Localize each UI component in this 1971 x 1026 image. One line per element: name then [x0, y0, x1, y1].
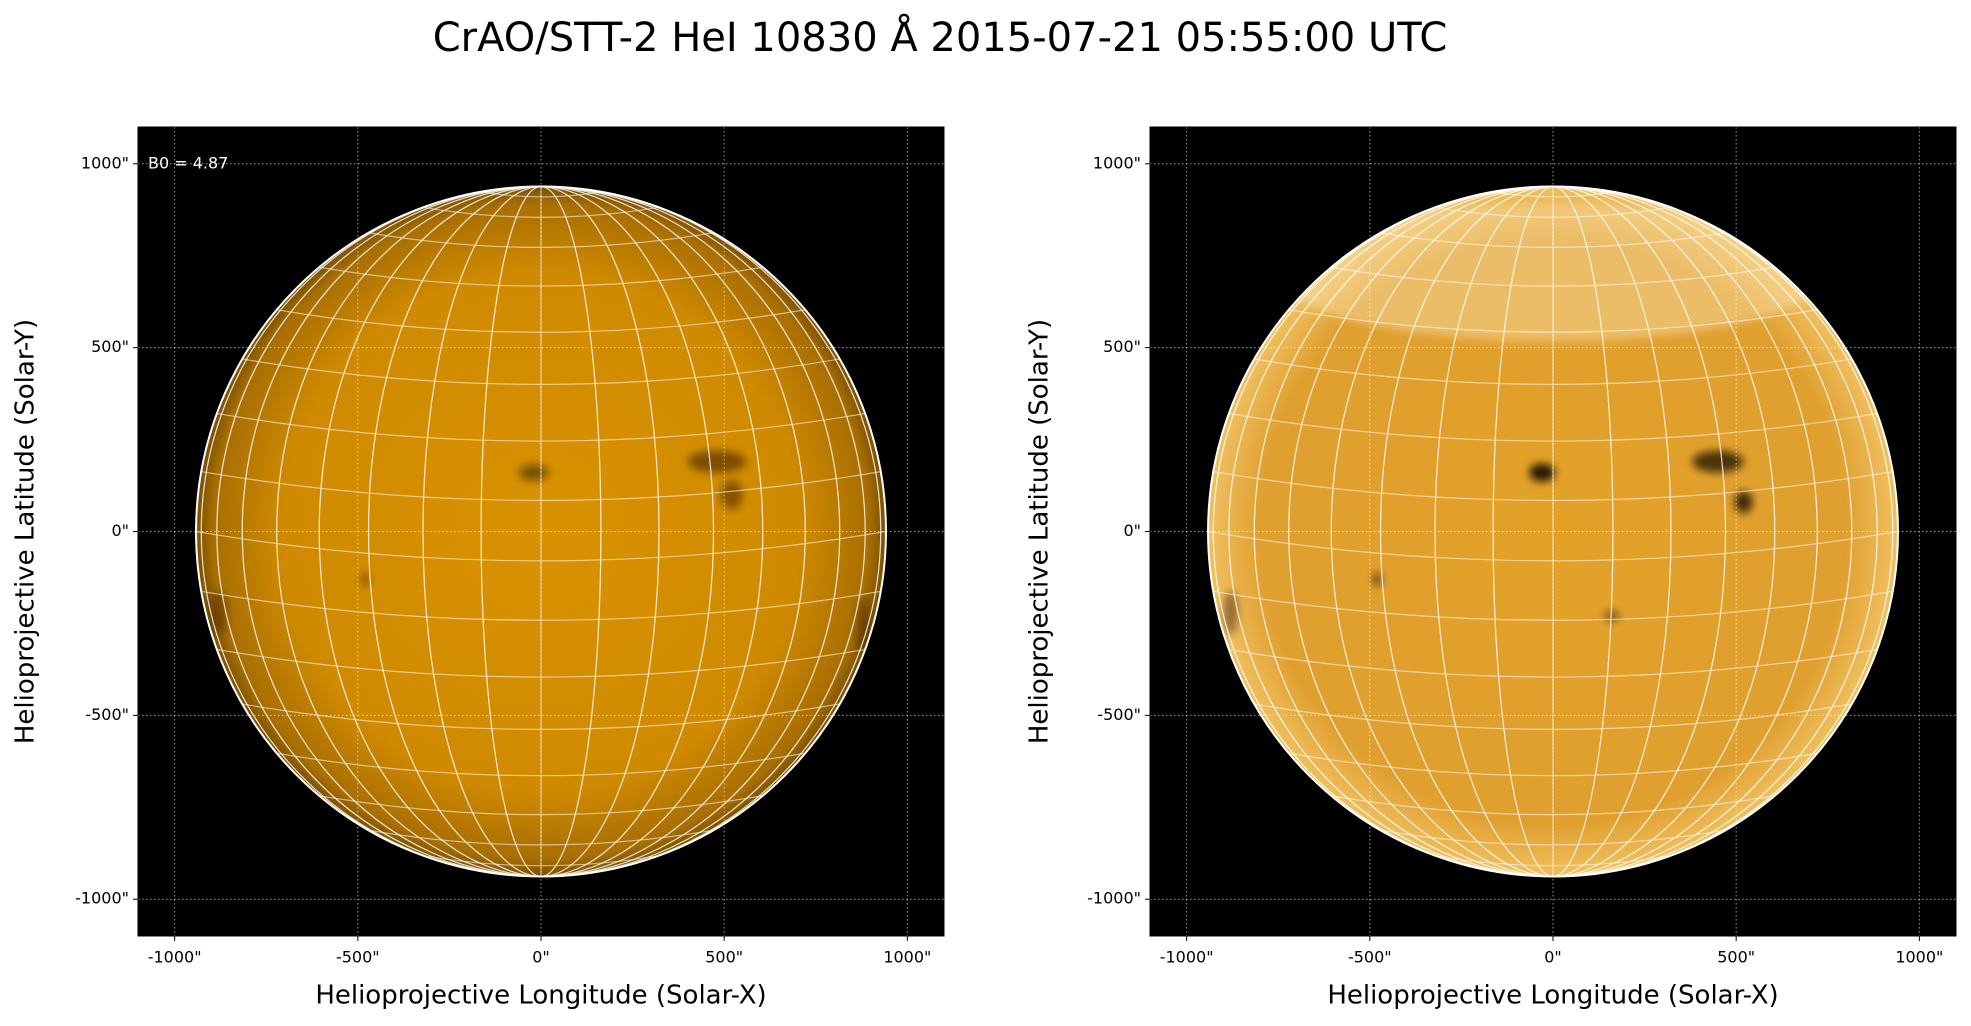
parallel: [216, 648, 866, 678]
parallel: [1208, 530, 1898, 562]
parallel: [319, 795, 763, 816]
x-tick-label: 1000": [883, 948, 931, 967]
meridian: [216, 186, 866, 877]
y-tick-label: 1000": [1093, 153, 1141, 172]
y-axis-label: Helioprojective Latitude (Solar-Y): [11, 319, 41, 744]
dark-feature: [1529, 463, 1555, 482]
y-axis-label: Helioprojective Latitude (Solar-Y): [1025, 319, 1055, 744]
x-tick-label: 500": [705, 948, 743, 967]
axes-frame: [1149, 126, 1957, 937]
x-tick-label: -500": [1348, 948, 1392, 967]
y-tick-label: 500": [1103, 337, 1141, 356]
y-tick-label: 1000": [81, 153, 129, 172]
dark-feature: [1692, 450, 1744, 473]
meridian: [1379, 186, 1727, 877]
parallel: [480, 191, 602, 198]
y-tick-label: -500": [1097, 705, 1141, 724]
x-tick-label: 0": [532, 948, 550, 967]
parallel: [1492, 191, 1614, 198]
x-tick-label: -500": [336, 948, 380, 967]
axes-frame: [137, 126, 945, 937]
y-tick-label: 0": [1123, 521, 1141, 540]
parallel: [1228, 412, 1878, 442]
figure-title: CrAO/STT-2 HeI 10830 Å 2015-07-21 05:55:…: [433, 13, 1448, 61]
parallel: [422, 855, 660, 867]
dark-feature: [519, 464, 549, 481]
x-tick-label: -1000": [148, 948, 202, 967]
parallel: [216, 412, 866, 442]
dark-feature: [1734, 491, 1753, 514]
x-axis-label: Helioprojective Longitude (Solar-X): [315, 981, 766, 1011]
dark-feature: [360, 571, 370, 587]
meridian: [276, 186, 806, 877]
meridian: [367, 186, 715, 877]
meridian: [200, 186, 882, 877]
parallel: [422, 206, 660, 218]
meridian: [480, 186, 602, 877]
axes: -1000" -500" 0" 500" 1000" -1000" -500" 0" 500" 1…: [1025, 126, 1957, 1011]
axes: -1000" -500" 0" 500" 1000" -1000" -500" 0" 500" 1…: [11, 126, 945, 1011]
parallel: [1434, 206, 1672, 218]
annotation: B0 = 4.87: [148, 154, 228, 173]
meridian: [1212, 186, 1894, 877]
parallel: [1228, 648, 1878, 678]
dark-feature: [720, 480, 743, 510]
y-tick-label: 500": [91, 337, 129, 356]
y-tick-label: 0": [111, 521, 129, 540]
parallel: [1331, 795, 1775, 816]
dark-feature: [209, 590, 228, 635]
y-tick-label: -1000": [75, 889, 129, 908]
dark-feature: [1372, 571, 1382, 587]
parallel: [1331, 266, 1775, 287]
parallel: [1434, 855, 1672, 867]
x-tick-label: -1000": [1160, 948, 1214, 967]
parallel: [319, 266, 763, 287]
meridian: [1228, 186, 1878, 877]
meridian: [1288, 186, 1818, 877]
dark-feature: [687, 450, 747, 473]
x-tick-label: 1000": [1895, 948, 1943, 967]
parallel: [368, 829, 714, 846]
y-tick-label: -500": [85, 705, 129, 724]
parallel: [1380, 829, 1726, 846]
parallel: [196, 530, 886, 562]
x-axis-label: Helioprojective Longitude (Solar-X): [1327, 981, 1778, 1011]
parallel: [242, 703, 840, 730]
x-tick-label: 500": [1717, 948, 1755, 967]
x-tick-label: 0": [1544, 948, 1562, 967]
parallel: [1254, 703, 1852, 730]
dark-feature: [1223, 590, 1238, 635]
meridian: [1492, 186, 1614, 877]
y-tick-label: -1000": [1087, 889, 1141, 908]
